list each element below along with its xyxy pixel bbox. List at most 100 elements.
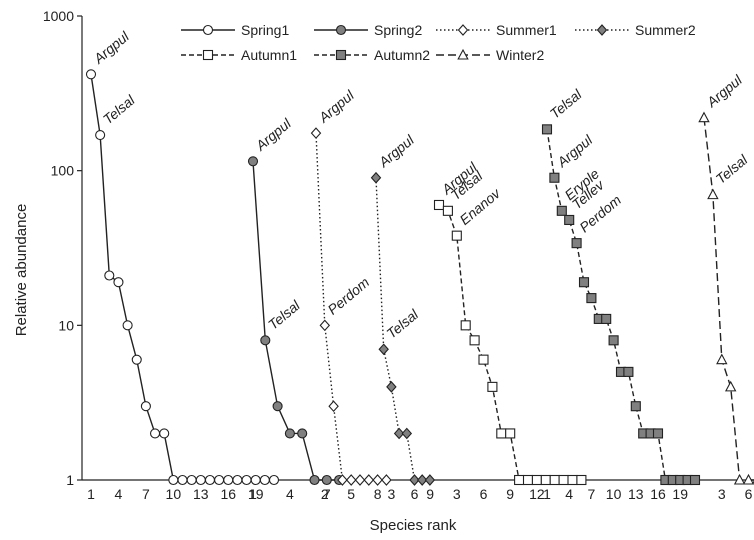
data-point [716, 353, 728, 365]
series-Autumn1 [433, 199, 587, 486]
legend-label: Winter2 [496, 47, 544, 63]
data-point [742, 473, 754, 485]
x-tick-label: 9 [426, 486, 434, 502]
data-point [556, 205, 567, 216]
legend-item-Summer2: Summer2 [575, 22, 696, 38]
legend-marker [335, 49, 347, 61]
x-tick-label: 6 [411, 486, 419, 502]
data-point [259, 474, 270, 486]
data-point [549, 474, 560, 486]
legend-marker [335, 24, 347, 36]
series-line [90, 74, 274, 481]
x-tick-label: 5 [347, 486, 355, 502]
data-point [284, 428, 295, 439]
legend: Spring1 Spring2 Summer1 Summer2 Autumn1 Autum… [181, 22, 696, 63]
species-annotation: Argpul [553, 131, 596, 170]
data-point [496, 428, 507, 439]
data-point [393, 427, 405, 440]
y-tick-label: 1 [66, 472, 74, 488]
legend-label: Spring1 [241, 22, 289, 38]
x-tick-label: 1 [87, 486, 95, 502]
x-tick-label: 6 [745, 486, 753, 502]
data-point [337, 474, 348, 486]
data-point [698, 111, 710, 123]
data-point [487, 381, 498, 392]
data-point [150, 428, 161, 439]
data-point [95, 129, 106, 141]
data-point [478, 354, 489, 365]
series-Spring1 [85, 69, 280, 486]
x-tick-label: 3 [453, 486, 461, 502]
data-point [232, 474, 243, 486]
data-point [424, 474, 436, 486]
data-point [268, 474, 280, 486]
annotation-layer: Argpul Telsal Argpul Telsal Argpul Perdom Argp… [90, 28, 751, 342]
data-point [370, 171, 382, 184]
data-point [442, 205, 453, 216]
species-annotation: Argpul [703, 71, 746, 110]
data-point [345, 474, 357, 486]
data-point [321, 474, 332, 486]
x-tick-label: 10 [166, 486, 182, 502]
series-line [438, 204, 582, 481]
x-tick-label: 9 [506, 486, 514, 502]
data-point [469, 335, 480, 346]
x-tick-label: 7 [323, 486, 331, 502]
data-point [328, 400, 339, 413]
series-Summer1 [310, 127, 392, 486]
x-tick-label: 4 [565, 486, 573, 502]
series-Summer2 [370, 171, 436, 486]
data-point [310, 127, 322, 139]
data-point [540, 474, 551, 486]
species-annotation: Argpul [90, 28, 133, 67]
series-line [546, 129, 695, 481]
x-tick-label: 10 [606, 486, 622, 502]
data-point [372, 474, 383, 486]
legend-marker [202, 49, 214, 61]
species-annotation: Telsal [713, 151, 752, 187]
data-point [401, 427, 413, 440]
data-point [451, 230, 462, 241]
x-tick-label: 4 [286, 486, 294, 502]
data-point [567, 474, 578, 486]
species-annotation: Telsal [547, 86, 586, 122]
x-tick-label: 4 [115, 486, 123, 502]
legend-item-Spring1: Spring1 [181, 22, 289, 38]
data-point [386, 381, 397, 393]
data-point [140, 401, 151, 412]
series-Spring2 [247, 156, 345, 486]
species-annotation: Telsal [100, 91, 139, 127]
data-point [223, 474, 234, 486]
legend-item-Summer1: Summer1 [436, 22, 557, 38]
data-point [378, 343, 389, 356]
data-point [531, 474, 542, 486]
data-point [272, 401, 283, 412]
data-point [586, 293, 597, 304]
data-point [549, 172, 560, 183]
data-point [416, 474, 428, 486]
legend-label: Spring2 [374, 22, 422, 38]
data-point [724, 380, 737, 392]
data-point [260, 335, 271, 346]
data-point [733, 473, 746, 485]
x-tick-label: 3 [718, 486, 726, 502]
data-point [122, 320, 133, 331]
data-point [319, 319, 331, 332]
x-tick-label: 19 [672, 486, 688, 502]
x-tick-label: 12 [529, 486, 545, 502]
legend-item-Autumn2: Autumn2 [314, 47, 430, 63]
species-annotation: Argpul [252, 115, 295, 154]
data-point [113, 277, 124, 288]
data-point [608, 335, 619, 346]
legend-label: Autumn2 [374, 47, 430, 63]
data-point [85, 69, 97, 80]
legend-item-Winter2: Winter2 [436, 47, 544, 63]
data-point [409, 474, 420, 486]
legend-marker [202, 24, 214, 36]
legend-label: Summer1 [496, 22, 557, 38]
x-axis-label: Species rank [370, 517, 457, 534]
species-annotation: Telsal [383, 306, 422, 342]
data-point [576, 474, 587, 486]
data-point [514, 474, 525, 486]
